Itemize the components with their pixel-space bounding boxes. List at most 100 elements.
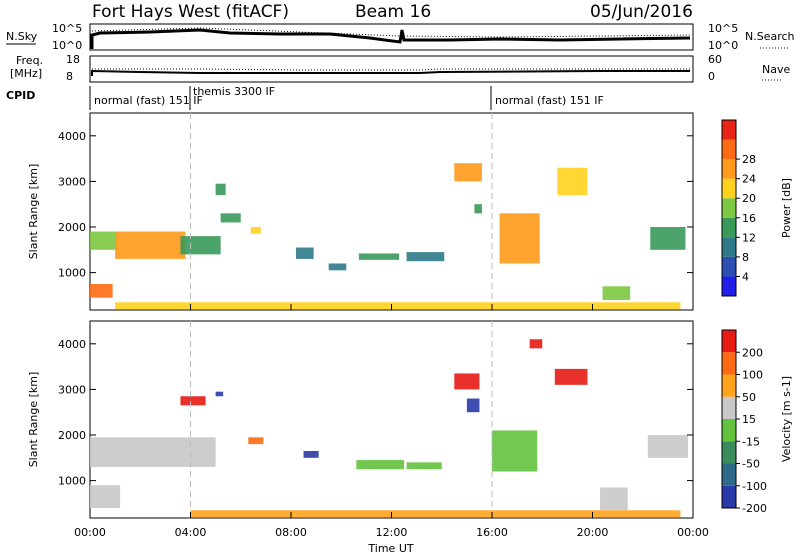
power-yaxis-label: Slant Range [km] bbox=[27, 164, 40, 260]
power-colorbar-tick-label-4: 20 bbox=[742, 192, 756, 205]
velocity-colorbar: 200 100 50 15 -15 -50 -100 -200 Velocity [m s-1] bbox=[721, 329, 793, 515]
time-tick-label-6: 00:00 bbox=[677, 526, 709, 539]
power-colorbar-tick-label-0: 4 bbox=[742, 270, 749, 283]
velocity-patch-12 bbox=[529, 339, 543, 349]
velocity-colorbar-label: Velocity [m s-1] bbox=[780, 376, 793, 462]
power-patches bbox=[90, 163, 686, 310]
power-patch-9 bbox=[358, 253, 400, 260]
time-axis-label: Time UT bbox=[367, 542, 413, 554]
power-patch-14 bbox=[557, 167, 588, 196]
velocity-colorbar-segment-0 bbox=[722, 485, 736, 508]
power-colorbar-tick-label-1: 8 bbox=[742, 251, 749, 264]
velocity-colorbar-segment-5 bbox=[722, 374, 736, 397]
velocity-ytick-label-0: 1000 bbox=[58, 475, 86, 488]
velocity-patch-8 bbox=[454, 373, 480, 390]
velocity-patch-4 bbox=[248, 437, 264, 445]
power-patch-17 bbox=[115, 302, 681, 310]
velocity-patch-10 bbox=[492, 430, 538, 472]
cpid-row: CPID normal (fast) 151 IF themis 3300 IF… bbox=[6, 85, 604, 110]
time-tick-label-3: 12:00 bbox=[376, 526, 408, 539]
velocity-patch-13 bbox=[600, 487, 628, 511]
power-colorbar-segment-2 bbox=[722, 237, 736, 257]
power-patch-8 bbox=[328, 263, 347, 271]
time-tick-label-0: 00:00 bbox=[74, 526, 106, 539]
velocity-colorbar-tick-label-6: -100 bbox=[742, 480, 767, 493]
noise-right-tick-top: 10^5 bbox=[708, 22, 738, 35]
power-patch-10 bbox=[406, 252, 445, 262]
velocity-colorbar-tick-label-0: 200 bbox=[742, 346, 763, 359]
power-ytick-label-2: 3000 bbox=[58, 175, 86, 188]
velocity-colorbar-segment-6 bbox=[722, 352, 736, 375]
power-colorbar-segment-5 bbox=[722, 178, 736, 199]
time-tick-label-4: 16:00 bbox=[476, 526, 508, 539]
freq-right-tick-bottom: 0 bbox=[708, 70, 715, 83]
velocity-patch-7 bbox=[406, 462, 442, 470]
power-patch-5 bbox=[220, 213, 241, 223]
velocity-colorbar-segment-2 bbox=[722, 441, 736, 464]
power-colorbar-segment-3 bbox=[722, 217, 736, 238]
time-tick-label-1: 04:00 bbox=[175, 526, 207, 539]
noise-right-tick-bottom: 10^0 bbox=[708, 39, 738, 52]
velocity-patch-2 bbox=[180, 396, 206, 406]
velocity-patch-3 bbox=[215, 391, 224, 397]
velocity-colorbar-segment-1 bbox=[722, 463, 736, 486]
velocity-patches bbox=[90, 339, 688, 518]
power-patch-7 bbox=[296, 247, 314, 259]
nsky-label: N.Sky bbox=[6, 30, 38, 43]
time-tick-label-5: 20:00 bbox=[577, 526, 609, 539]
power-patch-13 bbox=[499, 213, 540, 264]
power-colorbar-segment-8 bbox=[722, 120, 736, 140]
cpid-segment-1: normal (fast) 151 IF bbox=[94, 94, 203, 107]
freq-label-bottom: [MHz] bbox=[10, 67, 42, 80]
velocity-patch-14 bbox=[647, 435, 688, 458]
power-colorbar-segment-4 bbox=[722, 198, 736, 218]
nsky-series bbox=[90, 28, 691, 49]
power-colorbar-label: Power [dB] bbox=[780, 178, 793, 238]
noise-panel: N.Sky 10^5 10^0 10^5 10^0 N.Search bbox=[6, 22, 795, 52]
velocity-patch-5 bbox=[303, 450, 319, 458]
power-ytick-label-3: 4000 bbox=[58, 130, 86, 143]
power-patch-11 bbox=[454, 163, 482, 182]
nave-series bbox=[92, 68, 690, 71]
power-patch-1 bbox=[90, 231, 118, 250]
noise-left-tick-bottom: 10^0 bbox=[52, 39, 82, 52]
frequency-panel: Freq. [MHz] 18 8 60 0 Nave bbox=[10, 53, 790, 83]
power-colorbar-tick-label-6: 28 bbox=[742, 153, 756, 166]
power-colorbar-segment-6 bbox=[722, 159, 736, 179]
date-title: 05/Jun/2016 bbox=[590, 2, 693, 22]
power-colorbar-tick-label-5: 24 bbox=[742, 173, 756, 186]
power-colorbar-tick-label-3: 16 bbox=[742, 212, 756, 225]
velocity-patch-11 bbox=[554, 368, 588, 385]
nave-label: Nave bbox=[762, 63, 790, 76]
freq-left-tick-top: 18 bbox=[66, 53, 80, 66]
power-patch-2 bbox=[115, 231, 186, 259]
power-colorbar-frame bbox=[721, 119, 737, 297]
velocity-colorbar-tick-label-5: -50 bbox=[742, 458, 760, 471]
velocity-colorbar-tick-label-3: 15 bbox=[742, 413, 756, 426]
cpid-segment-2: themis 3300 IF bbox=[193, 85, 275, 98]
freq-left-tick-bottom: 8 bbox=[66, 70, 73, 83]
velocity-patch-0 bbox=[90, 485, 121, 508]
velocity-yaxis-label: Slant Range [km] bbox=[27, 372, 40, 468]
velocity-patch-15 bbox=[190, 510, 681, 518]
power-patch-3 bbox=[180, 236, 221, 255]
power-patch-4 bbox=[215, 183, 226, 196]
velocity-colorbar-segment-7 bbox=[722, 330, 736, 353]
velocity-axes: 1000 2000 3000 4000 Slant Range [km] bbox=[27, 321, 694, 518]
noise-left-tick-top: 10^5 bbox=[52, 22, 82, 35]
velocity-patch-6 bbox=[356, 460, 405, 470]
power-patch-0 bbox=[90, 284, 113, 298]
cpid-segment-3: normal (fast) 151 IF bbox=[495, 94, 604, 107]
nsearch-series bbox=[91, 27, 691, 38]
velocity-ytick-label-3: 4000 bbox=[58, 338, 86, 351]
nsearch-label: N.Search bbox=[745, 30, 795, 43]
cpid-label: CPID bbox=[6, 89, 35, 102]
power-patch-15 bbox=[602, 286, 631, 300]
velocity-colorbar-tick-label-7: -200 bbox=[742, 502, 767, 515]
freq-label-top: Freq. bbox=[16, 54, 43, 67]
power-patch-12 bbox=[474, 204, 482, 214]
velocity-patch-1 bbox=[90, 437, 216, 467]
time-tick-label-2: 08:00 bbox=[275, 526, 307, 539]
power-patch-6 bbox=[250, 227, 261, 234]
